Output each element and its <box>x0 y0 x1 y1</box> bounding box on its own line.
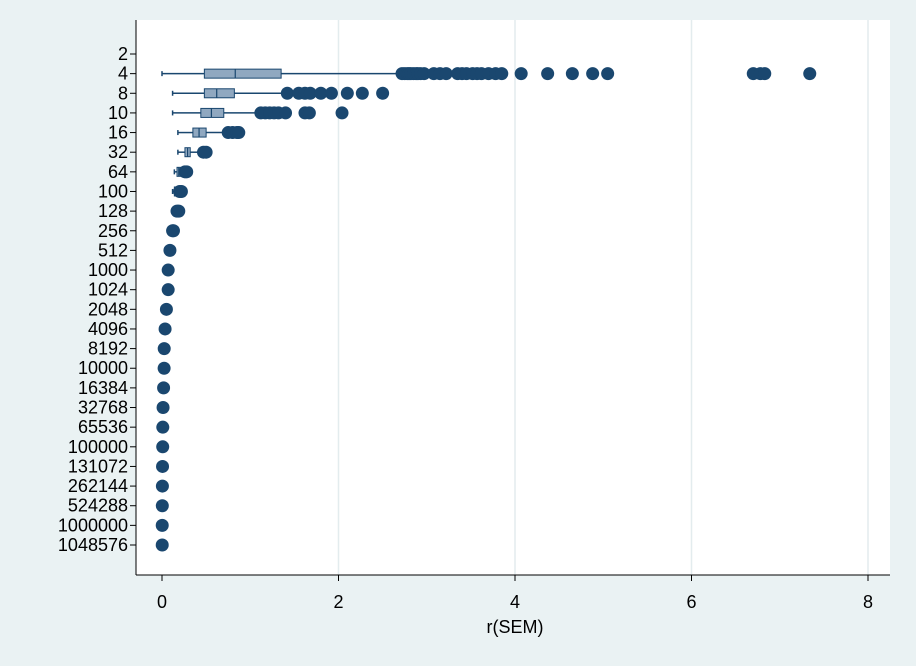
y-tick-label: 4 <box>118 64 128 84</box>
outlier-point <box>166 224 180 238</box>
outlier-point <box>439 67 453 81</box>
outlier-point <box>156 440 170 454</box>
outlier-point <box>157 361 171 375</box>
y-tick-labels: 2481016326410012825651210001024204840968… <box>58 44 136 555</box>
outlier-point <box>156 459 170 473</box>
outlier-point <box>601 67 615 81</box>
outlier-point <box>163 243 177 257</box>
outlier-point <box>155 538 169 552</box>
y-tick-label: 512 <box>98 240 128 260</box>
y-tick-label: 2 <box>118 44 128 64</box>
outlier-point <box>180 165 194 179</box>
box-iqr <box>203 68 282 79</box>
outlier-point <box>355 86 369 100</box>
y-tick-label: 4096 <box>88 319 128 339</box>
y-tick-label: 100000 <box>68 437 128 457</box>
outlier-point <box>155 499 169 513</box>
outlier-point <box>495 67 509 81</box>
outlier-point <box>340 86 354 100</box>
outlier-point <box>174 184 188 198</box>
outlier-point <box>376 86 390 100</box>
outlier-point <box>324 86 338 100</box>
x-tick-label: 0 <box>157 592 167 612</box>
outlier-point <box>514 67 528 81</box>
outlier-point <box>303 86 317 100</box>
y-tick-label: 1000000 <box>58 515 128 535</box>
outlier-point <box>565 67 579 81</box>
y-tick-label: 16384 <box>78 378 128 398</box>
outlier-point <box>335 106 349 120</box>
outlier-point <box>161 283 175 297</box>
outlier-point <box>159 302 173 316</box>
y-tick-label: 256 <box>98 221 128 241</box>
outlier-point <box>279 106 293 120</box>
plot-area <box>136 20 890 575</box>
box-iqr <box>203 88 235 99</box>
y-tick-label: 65536 <box>78 417 128 437</box>
outlier-point <box>417 67 431 81</box>
y-tick-label: 8 <box>118 83 128 103</box>
outlier-point <box>157 381 171 395</box>
outlier-point <box>161 263 175 277</box>
outlier-point <box>158 322 172 336</box>
y-tick-label: 1000 <box>88 260 128 280</box>
y-tick-label: 64 <box>108 162 128 182</box>
outlier-point <box>157 342 171 356</box>
y-tick-label: 1048576 <box>58 535 128 555</box>
y-tick-label: 10 <box>108 103 128 123</box>
outlier-point <box>803 67 817 81</box>
x-tick-label: 2 <box>333 592 343 612</box>
y-tick-label: 16 <box>108 123 128 143</box>
outlier-point <box>172 204 186 218</box>
outlier-point <box>758 67 772 81</box>
y-tick-label: 10000 <box>78 358 128 378</box>
outlier-point <box>156 401 170 415</box>
y-tick-label: 32 <box>108 142 128 162</box>
x-tick-labels: 0 2 4 6 8 <box>157 575 873 612</box>
y-tick-label: 1024 <box>88 280 128 300</box>
x-tick-label: 8 <box>863 592 873 612</box>
x-tick-label: 4 <box>510 592 520 612</box>
y-tick-label: 131072 <box>68 456 128 476</box>
outlier-point <box>199 145 213 159</box>
y-tick-label: 2048 <box>88 299 128 319</box>
x-tick-label: 6 <box>686 592 696 612</box>
outlier-point <box>314 86 328 100</box>
y-tick-label: 32768 <box>78 398 128 418</box>
y-tick-label: 8192 <box>88 339 128 359</box>
y-tick-label: 262144 <box>68 476 128 496</box>
outlier-point <box>155 518 169 532</box>
grid-lines <box>337 20 869 575</box>
outlier-point <box>280 86 294 100</box>
outlier-point <box>156 420 170 434</box>
x-axis-title: r(SEM) <box>487 617 544 637</box>
outlier-point <box>541 67 555 81</box>
y-tick-label: 128 <box>98 201 128 221</box>
outlier-point <box>232 126 246 140</box>
y-tick-label: 524288 <box>68 496 128 516</box>
outlier-point <box>155 479 169 493</box>
y-tick-label: 100 <box>98 181 128 201</box>
outlier-point <box>586 67 600 81</box>
box-iqr <box>200 107 225 118</box>
outliers <box>155 67 817 552</box>
outlier-point <box>302 106 316 120</box>
